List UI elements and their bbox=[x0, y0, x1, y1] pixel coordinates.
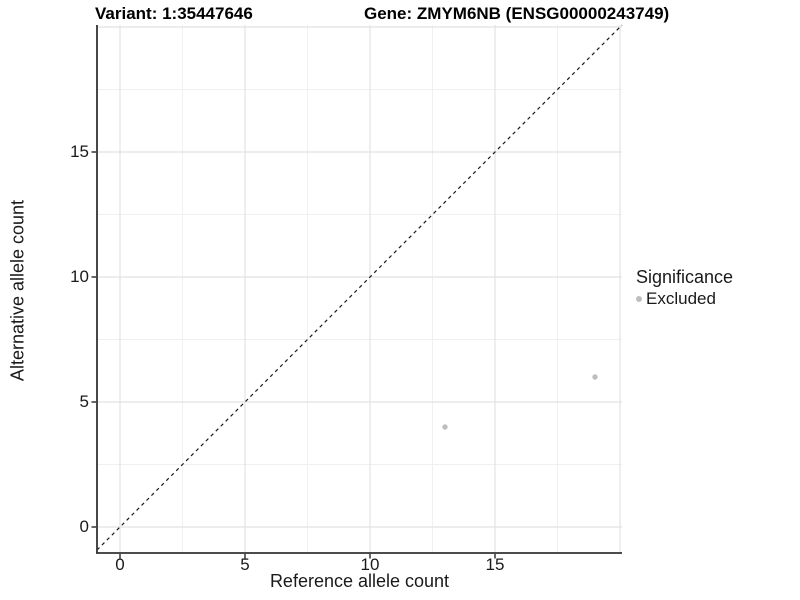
data-point bbox=[592, 374, 598, 380]
legend-title: Significance bbox=[636, 267, 734, 287]
x-tick-label: 15 bbox=[485, 555, 505, 574]
legend-point-icon bbox=[636, 296, 642, 302]
y-tick-label: 15 bbox=[70, 142, 89, 161]
x-tick-label: 10 bbox=[360, 555, 380, 574]
legend-entry-excluded: Excluded bbox=[636, 289, 733, 309]
x-tick-label: 0 bbox=[115, 555, 125, 574]
x-axis-title: Reference allele count bbox=[269, 571, 450, 591]
identity-line bbox=[96, 24, 623, 551]
y-axis-title: Alternative allele count bbox=[7, 199, 28, 382]
legend: Significance Excluded bbox=[636, 267, 733, 309]
x-tick-label: 5 bbox=[240, 555, 250, 574]
plot-title-gene: Gene: ZMYM6NB (ENSG00000243749) bbox=[364, 4, 670, 23]
y-tick-label: 0 bbox=[79, 517, 89, 536]
legend-entry-label: Excluded bbox=[646, 289, 716, 308]
y-tick-label: 5 bbox=[79, 392, 89, 411]
data-point bbox=[442, 424, 448, 430]
plot-title-variant: Variant: 1:35447646 bbox=[95, 4, 253, 23]
y-tick-label: 10 bbox=[70, 267, 89, 286]
